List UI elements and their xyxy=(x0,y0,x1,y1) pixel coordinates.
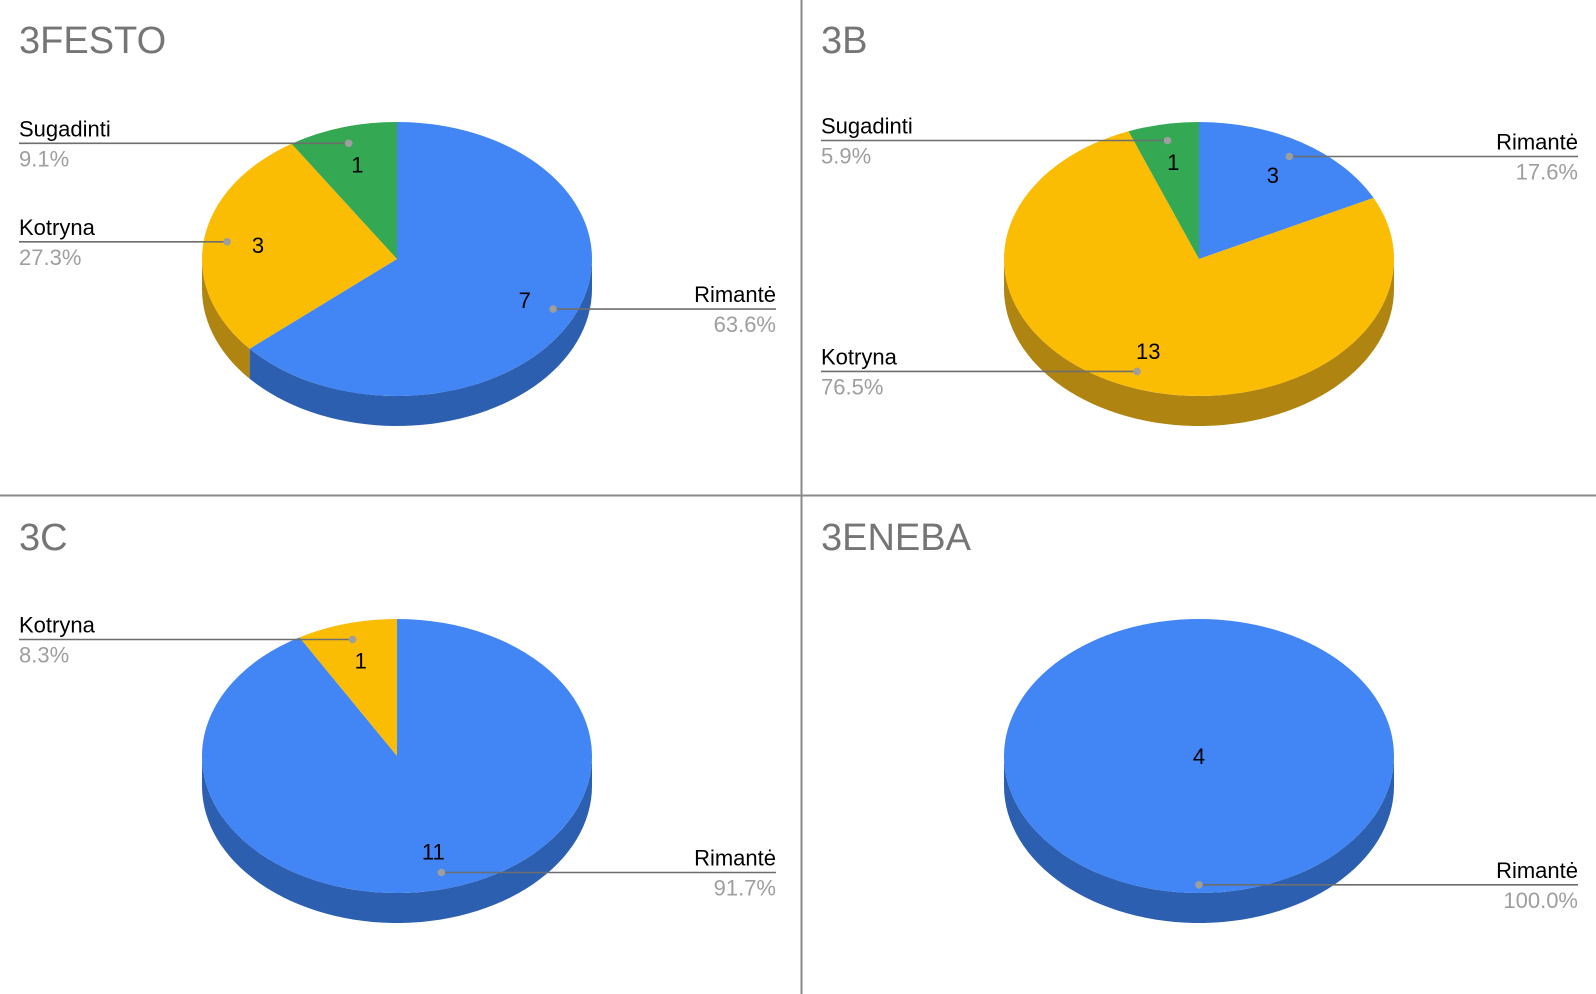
leader-dot xyxy=(348,635,357,644)
legend-label: Kotryna xyxy=(19,613,96,638)
pie-side xyxy=(1004,259,1394,426)
pie-chart-2: 3B 3 Rimantė 17.6% 13 Kotryna 76.5% 1 Sugadinti 5… xyxy=(821,20,1578,426)
legend-percent: 63.6% xyxy=(714,312,776,337)
legend-label: Kotryna xyxy=(19,215,96,240)
slice-value-label: 7 xyxy=(519,288,531,313)
legend-percent: 5.9% xyxy=(821,144,871,169)
chart-title: 3B xyxy=(821,20,867,62)
leader-dot xyxy=(344,139,353,148)
pie-slice-sugadinti xyxy=(1128,122,1199,259)
slice-value-label: 3 xyxy=(1267,163,1279,188)
legend-percent: 17.6% xyxy=(1516,160,1578,185)
pie-chart-3: 3C 11 Rimantė 91.7% 1 Kotryna 8.3% xyxy=(19,517,776,923)
pie-slice-rimant xyxy=(1199,122,1374,259)
legend-label: Sugadinti xyxy=(821,114,913,139)
pie-slice-kotryna xyxy=(299,619,397,756)
leader-dot xyxy=(1163,136,1172,145)
slice-value-label: 3 xyxy=(252,233,264,258)
slice-value-label: 4 xyxy=(1193,744,1205,769)
legend-percent: 27.3% xyxy=(19,245,81,270)
slice-value-label: 1 xyxy=(351,152,363,177)
legend-percent: 8.3% xyxy=(19,643,69,668)
slice-value-label: 1 xyxy=(355,649,367,674)
legend-label: Rimantė xyxy=(694,282,776,307)
leader-dot xyxy=(549,305,557,313)
pie-slice-kotryna xyxy=(1004,131,1395,396)
legend-percent: 100.0% xyxy=(1503,888,1578,913)
pie-side-rimant xyxy=(202,756,592,923)
chart-title: 3C xyxy=(19,517,68,559)
pie-side-kotryna xyxy=(1004,259,1394,426)
leader-dot xyxy=(223,238,231,246)
chart-title: 3FESTO xyxy=(19,20,166,62)
leader-dot xyxy=(1133,367,1141,376)
chart-title: 3ENEBA xyxy=(821,517,972,559)
pie-chart-1: 3FESTO 7 Rimantė 63.6% 3 Kotryna 27.3% 1 Sugadin… xyxy=(19,20,776,426)
leader-dot xyxy=(1195,881,1203,889)
legend-label: Rimantė xyxy=(1496,130,1578,155)
legend-label: Kotryna xyxy=(821,344,898,369)
leader-dot xyxy=(437,868,446,877)
pie-side xyxy=(202,756,592,923)
pie-side-rimant xyxy=(1004,756,1394,923)
leader-dot xyxy=(1285,152,1294,161)
legend-label: Rimantė xyxy=(1496,858,1578,883)
legend-percent: 76.5% xyxy=(821,374,883,399)
pie-slice-rimant xyxy=(249,122,592,397)
slice-value-label: 1 xyxy=(1167,150,1179,175)
legend-percent: 91.7% xyxy=(714,876,776,901)
pie-slice-rimant xyxy=(1004,619,1394,893)
legend-label: Rimantė xyxy=(694,846,776,871)
pie-slice-rimant xyxy=(201,619,592,893)
pie-side-kotryna xyxy=(202,259,250,379)
slice-value-label: 11 xyxy=(422,839,445,864)
pie-side xyxy=(1004,756,1394,923)
legend-percent: 9.1% xyxy=(19,146,69,171)
pie-chart-4: 3ENEBA 4 Rimantė 100.0% xyxy=(821,517,1578,923)
pie-slice-sugadinti xyxy=(291,122,397,259)
pie-side xyxy=(202,259,592,426)
legend-label: Sugadinti xyxy=(19,116,111,141)
pie-slice-kotryna xyxy=(202,143,397,349)
slice-value-label: 13 xyxy=(1136,339,1160,364)
pie-side-rimant xyxy=(249,259,592,426)
